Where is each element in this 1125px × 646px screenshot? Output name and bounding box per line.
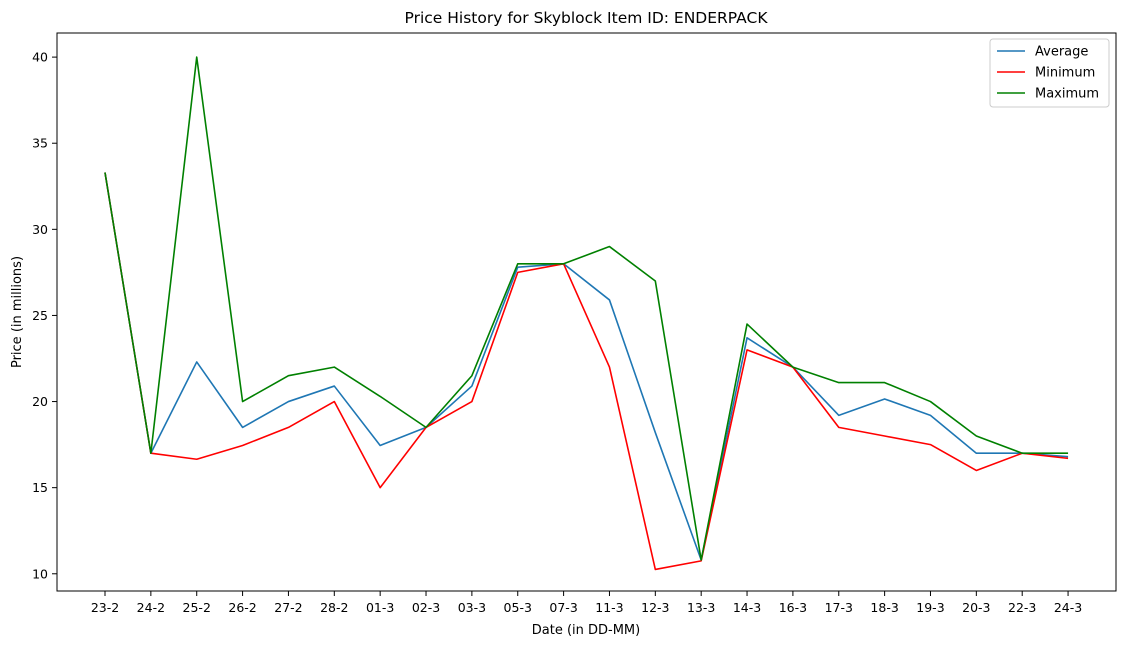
legend-label: Average	[1035, 45, 1088, 60]
x-tick-label: 01-3	[366, 600, 394, 615]
x-tick-label: 03-3	[458, 600, 486, 615]
x-tick-label: 24-2	[137, 600, 165, 615]
x-tick-label: 19-3	[916, 600, 944, 615]
x-tick-label: 07-3	[549, 600, 577, 615]
x-tick-label: 26-2	[228, 600, 256, 615]
y-tick-label: 15	[32, 480, 48, 495]
x-tick-label: 13-3	[687, 600, 715, 615]
series-layer	[104, 56, 1069, 571]
legend-label: Maximum	[1035, 87, 1099, 102]
y-axis-title: Price (in millions)	[10, 256, 25, 368]
series-line-maximum	[104, 56, 1069, 561]
y-axis: 10 15 20 25 30 35 40	[32, 50, 57, 581]
x-tick-label: 12-3	[641, 600, 669, 615]
y-tick-label: 25	[32, 308, 48, 323]
legend-box	[989, 38, 1110, 108]
x-tick-label: 02-3	[412, 600, 440, 615]
y-tick-label: 40	[32, 50, 48, 65]
x-tick-label: 22-3	[1008, 600, 1036, 615]
x-tick-label: 16-3	[779, 600, 807, 615]
x-axis: 23-2 24-2 25-2 26-2 27-2 28-2 01-3 02-3 03-3 05-3…	[91, 591, 1082, 615]
x-tick-label: 05-3	[504, 600, 532, 615]
x-tick-label: 23-2	[91, 600, 119, 615]
x-tick-label: 17-3	[825, 600, 853, 615]
y-tick-label: 30	[32, 222, 48, 237]
plot-frame	[56, 32, 1117, 592]
series-line-minimum	[104, 172, 1069, 571]
x-tick-label: 18-3	[870, 600, 898, 615]
x-tick-label: 11-3	[595, 600, 623, 615]
x-tick-label: 28-2	[320, 600, 348, 615]
legend: Average Minimum Maximum	[989, 38, 1110, 108]
x-tick-label: 24-3	[1054, 600, 1082, 615]
series-line-average	[104, 172, 1069, 561]
x-axis-title: Date (in DD-MM)	[532, 623, 640, 638]
x-tick-label: 14-3	[733, 600, 761, 615]
legend-label: Minimum	[1035, 66, 1095, 81]
y-tick-label: 10	[32, 566, 48, 581]
x-tick-label: 20-3	[962, 600, 990, 615]
y-tick-label: 35	[32, 136, 48, 151]
x-tick-label: 27-2	[274, 600, 302, 615]
chart-title: Price History for Skyblock Item ID: ENDE…	[405, 9, 769, 27]
x-tick-label: 25-2	[183, 600, 211, 615]
y-tick-label: 20	[32, 394, 48, 409]
